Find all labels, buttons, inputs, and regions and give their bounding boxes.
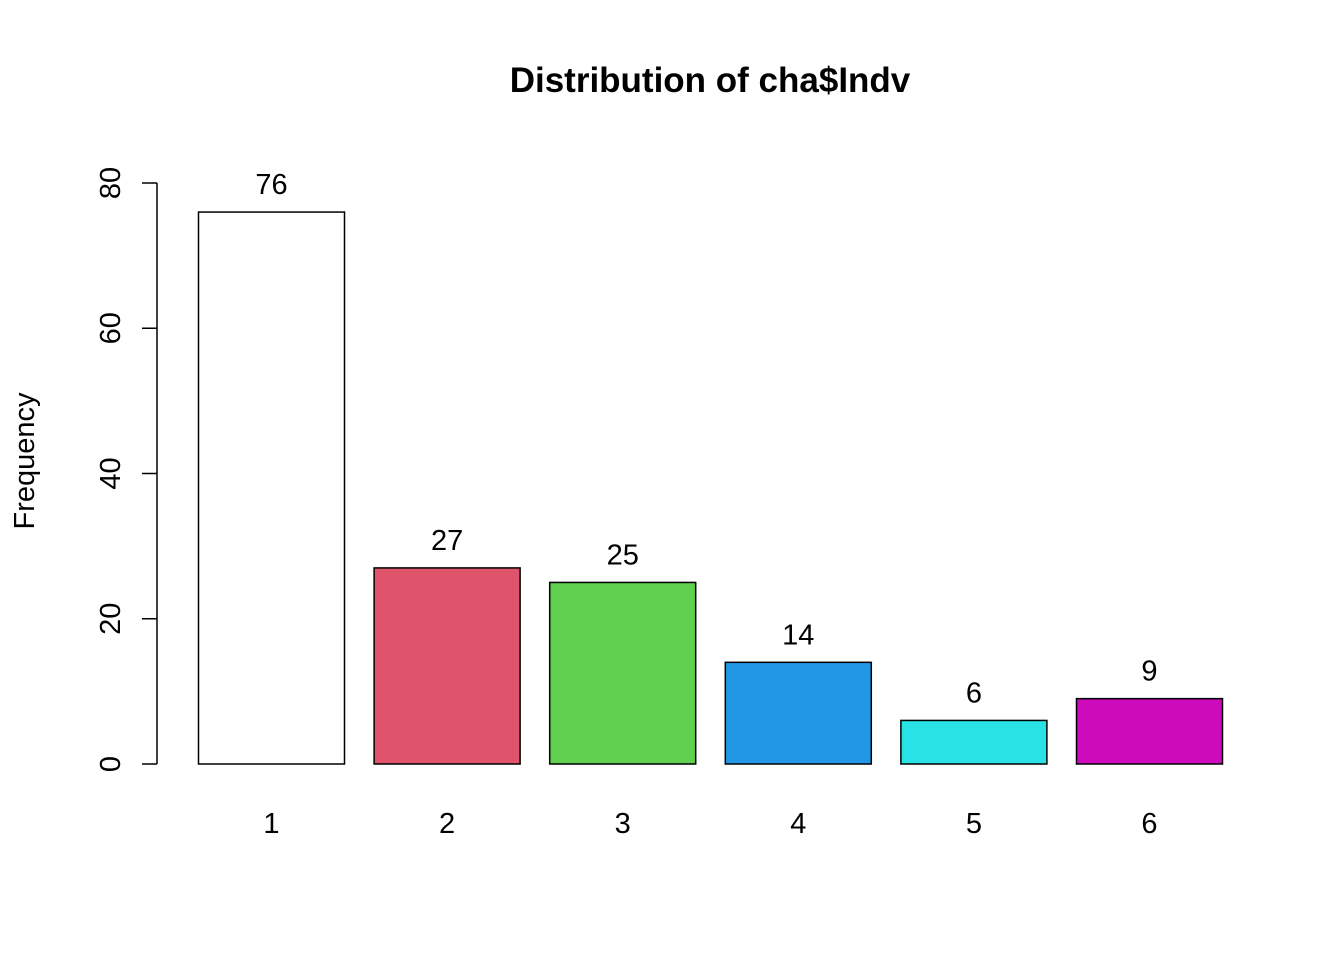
x-tick-label: 6	[1141, 808, 1157, 840]
data-label: 27	[431, 525, 463, 557]
y-axis: 0 20 40 60 80	[95, 167, 158, 772]
x-tick-label: 3	[615, 808, 631, 840]
y-tick-label: 20	[95, 603, 127, 635]
x-tick-label: 2	[439, 808, 455, 840]
y-tick-label: 60	[95, 312, 127, 344]
bar	[373, 567, 521, 765]
y-tick-label: 80	[95, 167, 127, 199]
bar	[197, 211, 346, 765]
x-tick-label: 4	[790, 808, 806, 840]
y-axis-label: Frequency	[9, 392, 41, 530]
x-tick-labels: 1 2 3 4 5 6	[263, 808, 1157, 840]
data-label: 6	[966, 677, 982, 709]
x-tick-label: 1	[263, 808, 279, 840]
bars	[197, 211, 1224, 765]
data-label: 25	[607, 539, 639, 571]
y-tick-label: 0	[95, 756, 127, 772]
data-label: 76	[255, 169, 287, 201]
chart-title: Distribution of cha$Indv	[510, 61, 911, 100]
bar	[548, 581, 697, 765]
bar	[900, 719, 1048, 765]
data-label: 9	[1141, 656, 1157, 688]
data-labels: 76 27 25 14 6 9	[255, 169, 1157, 709]
x-tick-label: 5	[966, 808, 982, 840]
bar	[1075, 697, 1224, 765]
bar	[724, 661, 873, 765]
y-tick-label: 40	[95, 457, 127, 489]
data-label: 14	[782, 619, 814, 651]
